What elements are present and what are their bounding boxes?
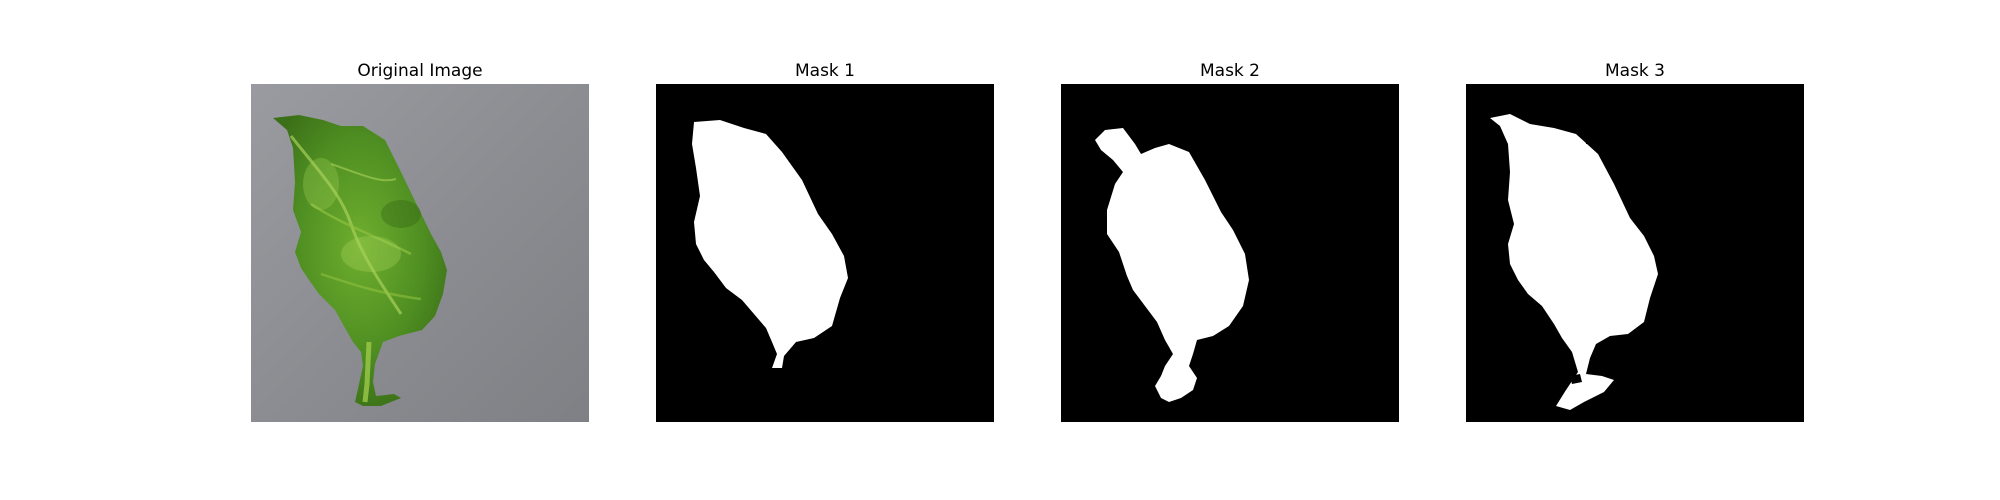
panel-title: Mask 2 [1199, 61, 1260, 81]
panel-mask-2: Mask 2 [1061, 58, 1399, 422]
panel-title: Original Image [357, 61, 483, 81]
leaf-vein [320, 272, 422, 301]
mask-3-image [1466, 84, 1804, 422]
panel-title: Mask 1 [794, 61, 855, 81]
panel-mask-1: Mask 1 [656, 58, 994, 422]
panel-title: Mask 3 [1604, 61, 1665, 81]
leaf-vein [289, 135, 403, 315]
mask-1-image [656, 84, 994, 422]
leaf-vein [330, 163, 397, 182]
original-image [251, 84, 589, 422]
leaf-shadow [381, 200, 421, 228]
mask-region [692, 120, 848, 368]
leaf-vein [310, 202, 412, 256]
leaf-highlight [341, 236, 401, 272]
mask-2-image [1061, 84, 1399, 422]
mask-region [1095, 128, 1249, 402]
leaf-stem [362, 341, 372, 403]
mask-hole [1586, 138, 1592, 144]
mask-noise [1570, 374, 1582, 384]
panel-mask-3: Mask 3 [1466, 58, 1804, 422]
leaf-shape [273, 115, 447, 406]
leaf-highlight [303, 158, 339, 210]
mask-region [1490, 114, 1658, 410]
panel-original-image: Original Image [251, 58, 589, 422]
mask-noise [1127, 244, 1141, 252]
